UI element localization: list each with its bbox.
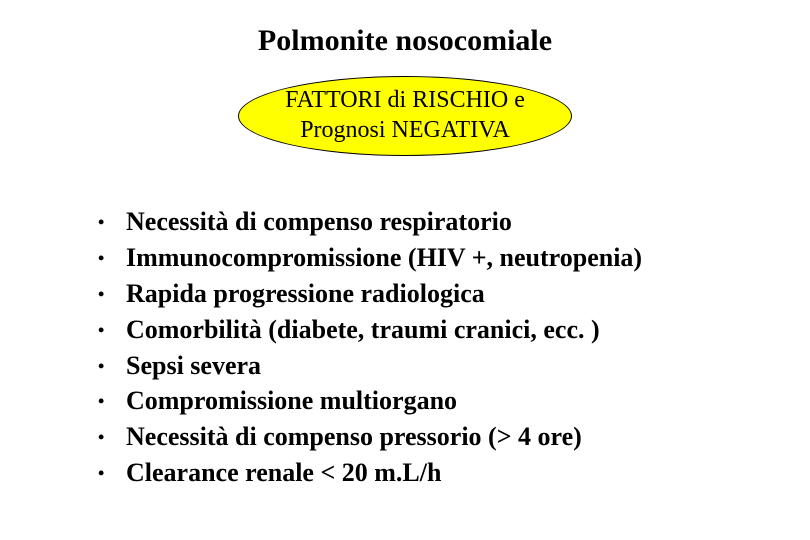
list-item: • Comorbilità (diabete, traumi cranici, … <box>98 312 770 348</box>
bullet-text: Sepsi severa <box>126 348 261 384</box>
list-item: • Sepsi severa <box>98 348 770 384</box>
list-item: • Necessità di compenso respiratorio <box>98 204 770 240</box>
list-item: • Rapida progressione radiologica <box>98 276 770 312</box>
bullet-text: Rapida progressione radiologica <box>126 276 485 312</box>
bullet-icon: • <box>98 461 126 486</box>
bullet-text: Comorbilità (diabete, traumi cranici, ec… <box>126 312 600 348</box>
subtitle-pill: FATTORI di RISCHIO e Prognosi NEGATIVA <box>238 76 572 156</box>
bullet-text: Clearance renale < 20 m.L/h <box>126 455 441 491</box>
bullet-icon: • <box>98 389 126 414</box>
list-item: • Immunocompromissione (HIV +, neutropen… <box>98 240 770 276</box>
bullet-text: Immunocompromissione (HIV +, neutropenia… <box>126 240 642 276</box>
bullet-icon: • <box>98 354 126 379</box>
bullet-icon: • <box>98 318 126 343</box>
bullet-icon: • <box>98 425 126 450</box>
list-item: • Necessità di compenso pressorio (> 4 o… <box>98 419 770 455</box>
slide: Polmonite nosocomiale FATTORI di RISCHIO… <box>0 0 810 540</box>
subtitle-line-1: FATTORI di RISCHIO e <box>285 85 525 115</box>
bullet-icon: • <box>98 282 126 307</box>
list-item: • Compromissione multiorgano <box>98 383 770 419</box>
bullet-list: • Necessità di compenso respiratorio • I… <box>40 204 770 491</box>
bullet-icon: • <box>98 210 126 235</box>
bullet-text: Necessità di compenso respiratorio <box>126 204 512 240</box>
subtitle-container: FATTORI di RISCHIO e Prognosi NEGATIVA <box>40 76 770 156</box>
bullet-text: Necessità di compenso pressorio (> 4 ore… <box>126 419 582 455</box>
subtitle-line-2: Prognosi NEGATIVA <box>285 115 525 145</box>
bullet-icon: • <box>98 246 126 271</box>
bullet-text: Compromissione multiorgano <box>126 383 457 419</box>
list-item: • Clearance renale < 20 m.L/h <box>98 455 770 491</box>
slide-title: Polmonite nosocomiale <box>40 24 770 58</box>
